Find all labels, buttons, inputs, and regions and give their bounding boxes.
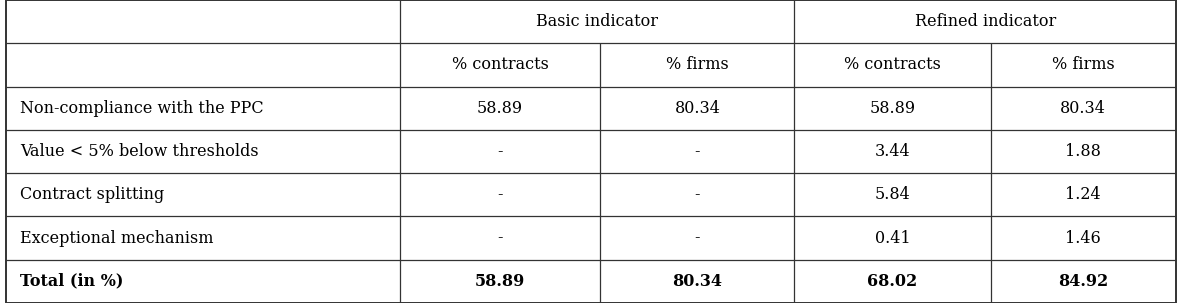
Text: Exceptional mechanism: Exceptional mechanism xyxy=(20,230,214,247)
Text: -: - xyxy=(498,230,502,247)
Text: -: - xyxy=(695,230,700,247)
Text: 68.02: 68.02 xyxy=(868,273,917,290)
Text: -: - xyxy=(695,186,700,203)
Text: Contract splitting: Contract splitting xyxy=(20,186,164,203)
Text: 5.84: 5.84 xyxy=(875,186,910,203)
Text: 84.92: 84.92 xyxy=(1058,273,1109,290)
Text: Basic indicator: Basic indicator xyxy=(535,13,658,30)
Text: 58.89: 58.89 xyxy=(476,100,524,117)
Text: -: - xyxy=(498,186,502,203)
Text: 1.88: 1.88 xyxy=(1065,143,1102,160)
Text: 1.24: 1.24 xyxy=(1065,186,1102,203)
Text: 58.89: 58.89 xyxy=(869,100,916,117)
Text: % contracts: % contracts xyxy=(452,56,548,73)
Text: Refined indicator: Refined indicator xyxy=(915,13,1056,30)
Text: 1.46: 1.46 xyxy=(1065,230,1102,247)
Text: Total (in %): Total (in %) xyxy=(20,273,123,290)
Text: Value < 5% below thresholds: Value < 5% below thresholds xyxy=(20,143,259,160)
Text: % firms: % firms xyxy=(665,56,729,73)
Text: 80.34: 80.34 xyxy=(673,273,722,290)
Text: Non-compliance with the PPC: Non-compliance with the PPC xyxy=(20,100,264,117)
Text: 80.34: 80.34 xyxy=(675,100,720,117)
Text: -: - xyxy=(695,143,700,160)
Text: -: - xyxy=(498,143,502,160)
Text: 0.41: 0.41 xyxy=(875,230,910,247)
Text: 3.44: 3.44 xyxy=(875,143,910,160)
Text: 80.34: 80.34 xyxy=(1060,100,1106,117)
Text: % contracts: % contracts xyxy=(844,56,941,73)
Text: 58.89: 58.89 xyxy=(475,273,525,290)
Text: % firms: % firms xyxy=(1052,56,1115,73)
